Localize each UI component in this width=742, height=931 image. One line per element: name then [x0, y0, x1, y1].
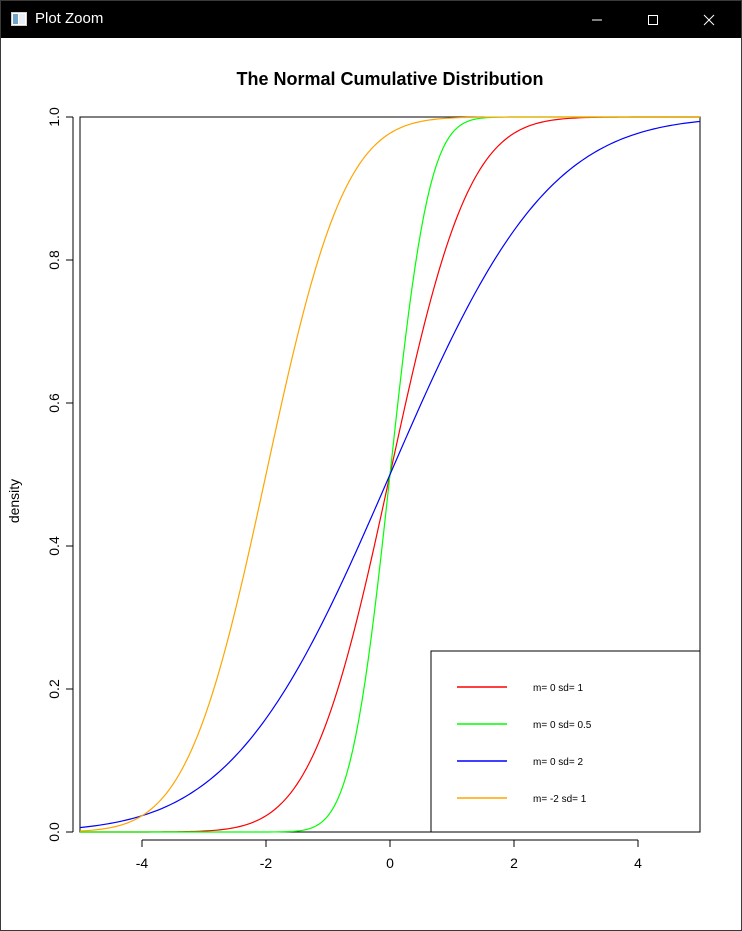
y-tick-label: 0.0	[46, 822, 62, 842]
maximize-icon	[648, 14, 658, 25]
plot-frame	[79, 116, 701, 833]
y-tick-label: 0.2	[46, 679, 62, 699]
x-axis: -4 -2 0 2 4	[136, 839, 642, 871]
x-tick-label: -2	[260, 855, 273, 871]
minimize-icon	[592, 19, 602, 20]
y-tick-label: 1.0	[46, 107, 62, 127]
minimize-button[interactable]	[574, 1, 620, 38]
legend-label: m= -2 sd= 1	[533, 794, 587, 805]
close-icon	[703, 14, 715, 25]
plot-area: The Normal Cumulative Distribution densi…	[1, 38, 741, 930]
x-tick-label: 4	[634, 855, 642, 871]
y-tick-label: 0.6	[46, 393, 62, 413]
app-icon	[11, 12, 27, 26]
x-tick-label: -4	[136, 855, 149, 871]
maximize-button[interactable]	[630, 1, 676, 38]
legend-label: m= 0 sd= 1	[533, 683, 583, 694]
y-axis-label: density	[6, 479, 22, 523]
legend-box	[430, 650, 701, 833]
close-button[interactable]	[686, 1, 732, 38]
y-tick-label: 0.4	[46, 536, 62, 556]
title-bar[interactable]: Plot Zoom	[1, 1, 741, 38]
legend-label: m= 0 sd= 2	[533, 757, 583, 768]
legend: m= 0 sd= 1 m= 0 sd= 0.5 m= 0 sd= 2 m= -2 sd…	[430, 650, 701, 833]
normal-cdf-chart: The Normal Cumulative Distribution densi…	[6, 69, 701, 871]
window-title: Plot Zoom	[35, 10, 104, 27]
x-tick-label: 0	[386, 855, 394, 871]
series-layer	[79, 116, 701, 833]
series-line-3	[79, 120, 701, 829]
x-tick-label: 2	[510, 855, 518, 871]
series-line-4	[79, 116, 700, 832]
chart-title: The Normal Cumulative Distribution	[236, 69, 543, 89]
y-axis: 0.0 0.2 0.4 0.6 0.8 1.0	[46, 107, 74, 842]
legend-label: m= 0 sd= 0.5	[533, 720, 592, 731]
y-tick-label: 0.8	[46, 250, 62, 270]
